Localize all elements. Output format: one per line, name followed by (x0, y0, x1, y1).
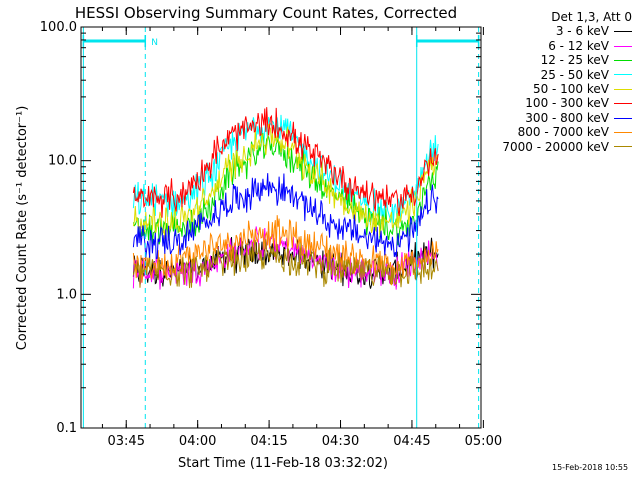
night-label-0: N (151, 38, 158, 48)
legend-swatch (614, 88, 632, 90)
legend-label: 100 - 300 keV (525, 96, 609, 111)
legend-label: 3 - 6 keV (555, 24, 609, 39)
timestamp: 15-Feb-2018 10:55 (552, 463, 629, 472)
legend-label: 12 - 25 keV (540, 53, 609, 68)
chart-title: HESSI Observing Summary Count Rates, Cor… (75, 4, 457, 22)
series-line-300-800kev (132, 173, 439, 259)
legend-swatch (614, 117, 632, 119)
series-line-100-300kev (132, 107, 439, 218)
legend-label: 800 - 7000 keV (517, 125, 609, 140)
legend-label: 6 - 12 keV (548, 38, 609, 53)
x-tick-label-1: 04:00 (179, 434, 216, 449)
y-tick-label-2: 1.0 (56, 287, 77, 302)
legend-entry: 100 - 300 keV (482, 96, 632, 110)
legend-label: 50 - 100 keV (532, 82, 609, 97)
legend-entry: 800 - 7000 keV (482, 125, 632, 139)
plot-frame (80, 26, 482, 429)
legend-header: Det 1,3, Att 0 (551, 10, 632, 24)
legend-entry: 7000 - 20000 keV (482, 140, 632, 154)
x-tick-label-5: 05:00 (465, 434, 502, 449)
legend-label: 300 - 800 keV (525, 110, 609, 125)
y-tick-label-1: 10.0 (48, 154, 77, 169)
legend-entry: 25 - 50 keV (482, 68, 632, 82)
series-line-800-7000kev (132, 215, 439, 286)
series-line-7000-20000kev (132, 239, 439, 289)
legend-label: 7000 - 20000 keV (502, 139, 609, 154)
legend-swatch (614, 146, 632, 148)
x-tick-label-3: 04:30 (322, 434, 359, 449)
legend-entry: 6 - 12 keV (482, 39, 632, 53)
legend-entry: 12 - 25 keV (482, 53, 632, 67)
legend-label: 25 - 50 keV (540, 67, 609, 82)
series-line-25-50kev (132, 114, 439, 224)
legend-swatch (614, 103, 632, 105)
legend-entry: 50 - 100 keV (482, 82, 632, 96)
legend-swatch (614, 59, 632, 61)
legend-swatch (614, 74, 632, 76)
y-axis-label: Corrected Count Rate (s⁻¹ detector⁻¹) (15, 106, 30, 351)
y-tick-label-0: 100.0 (40, 20, 77, 35)
y-tick-label-3: 0.1 (56, 421, 77, 436)
legend: Det 1,3, Att 0 3 - 6 keV 6 - 12 keV 12 - 2… (482, 10, 632, 154)
x-tick-label-0: 03:45 (108, 434, 145, 449)
legend-entry: 300 - 800 keV (482, 111, 632, 125)
legend-swatch (614, 45, 632, 47)
series-line-12-25kev (132, 132, 439, 246)
x-axis-label: Start Time (11-Feb-18 03:32:02) (178, 456, 388, 471)
legend-entry: 3 - 6 keV (482, 24, 632, 38)
x-tick-label-2: 04:15 (250, 434, 287, 449)
legend-swatch (614, 31, 632, 33)
x-tick-label-4: 04:45 (393, 434, 430, 449)
legend-swatch (614, 131, 632, 133)
